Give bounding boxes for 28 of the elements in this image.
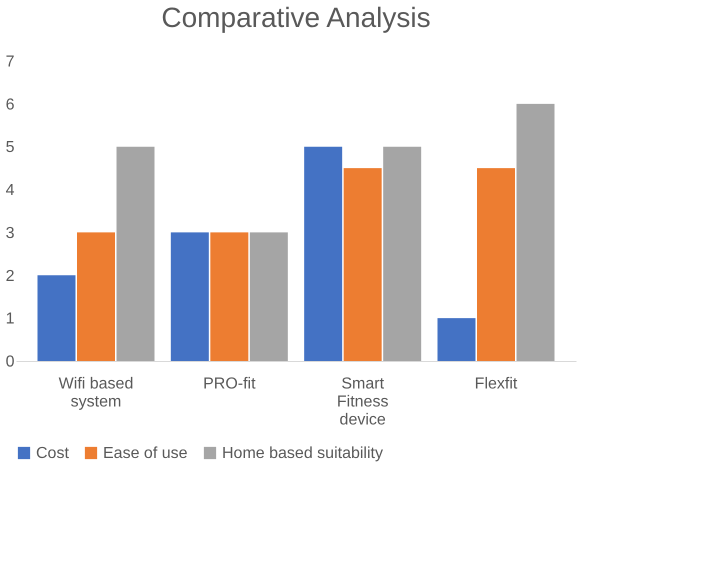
y-tick-label: 7 (6, 54, 15, 70)
bar (116, 146, 155, 361)
y-tick-label: 0 (6, 354, 15, 370)
legend-label: Cost (36, 445, 70, 462)
bar (250, 232, 288, 361)
y-tick-label: 2 (6, 268, 15, 285)
bar (516, 104, 555, 361)
y-tick-label: 1 (6, 310, 15, 328)
bar (210, 232, 248, 361)
bar (383, 146, 422, 361)
legend-label: Ease of use (103, 445, 188, 462)
bar (37, 275, 76, 361)
y-tick-label: 6 (6, 96, 15, 114)
bar (77, 232, 115, 361)
bar (170, 232, 209, 361)
bar (477, 168, 515, 361)
y-tick-label: 4 (6, 182, 15, 200)
bar (344, 168, 382, 361)
y-tick-label: 3 (6, 224, 15, 242)
bar (437, 318, 476, 361)
legend-label: Home based suitability (222, 445, 383, 462)
chart-title: Comparative Analysis (161, 2, 431, 33)
x-tick-label: PRO-fit (203, 376, 256, 392)
x-tick-label: Flexfit (474, 376, 518, 392)
x-tick-label: Wifi based system (58, 376, 134, 410)
x-tick-label: Smart Fitness device (336, 376, 388, 428)
bar (304, 146, 342, 361)
y-tick-label: 5 (6, 139, 15, 156)
